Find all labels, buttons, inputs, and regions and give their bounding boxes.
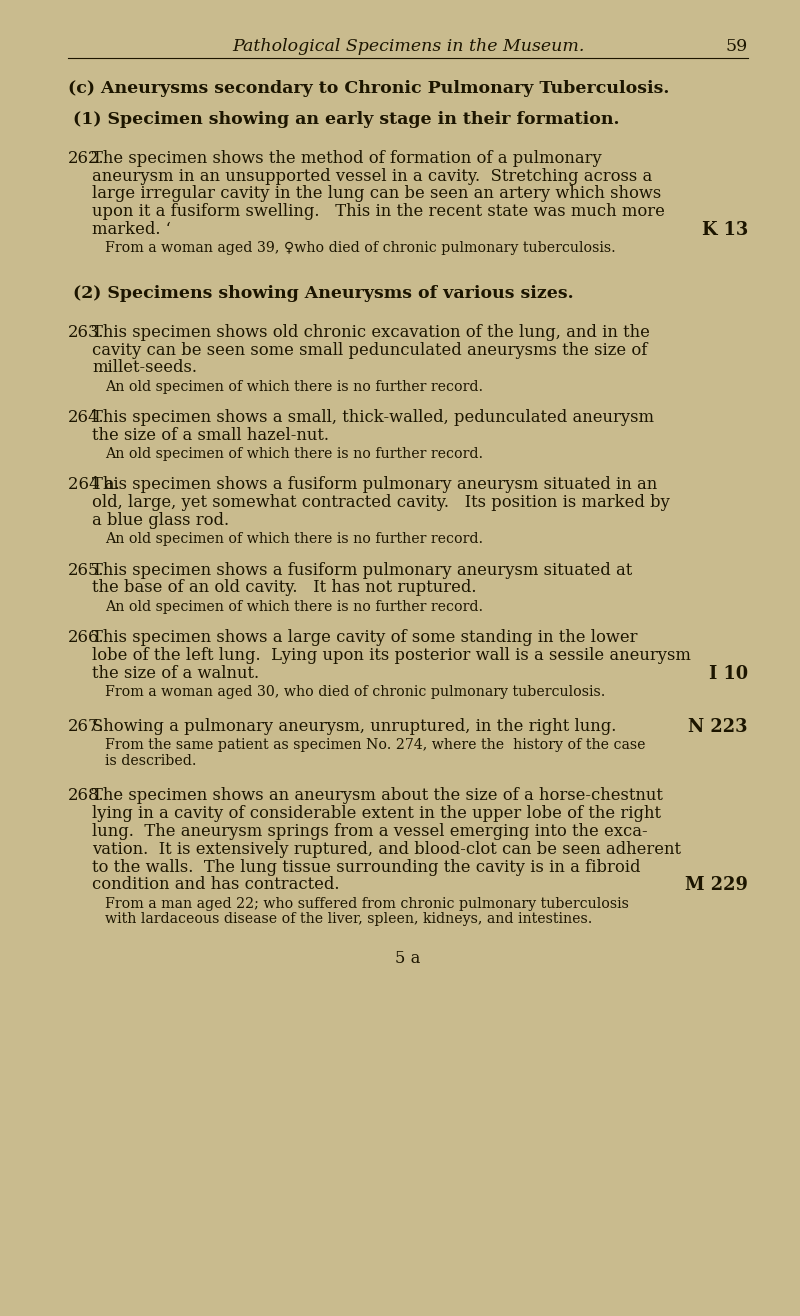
Text: (c) Aneurysms secondary to Chronic Pulmonary Tuberculosis.: (c) Aneurysms secondary to Chronic Pulmo… xyxy=(68,79,670,96)
Text: vation.  It is extensively ruptured, and blood-clot can be seen adherent: vation. It is extensively ruptured, and … xyxy=(92,841,681,858)
Text: 59: 59 xyxy=(726,38,748,55)
Text: marked. ‘: marked. ‘ xyxy=(92,221,171,238)
Text: An old specimen of which there is no further record.: An old specimen of which there is no fur… xyxy=(105,532,483,546)
Text: An old specimen of which there is no further record.: An old specimen of which there is no fur… xyxy=(105,600,483,613)
Text: large irregular cavity in the lung can be seen an artery which shows: large irregular cavity in the lung can b… xyxy=(92,186,662,203)
Text: From the same patient as specimen No. 274, where the  history of the case: From the same patient as specimen No. 27… xyxy=(105,738,646,753)
Text: The specimen shows the method of formation of a pulmonary: The specimen shows the method of formati… xyxy=(92,150,602,167)
Text: M 229: M 229 xyxy=(685,876,748,895)
Text: 5 a: 5 a xyxy=(395,950,421,966)
Text: the size of a small hazel-nut.: the size of a small hazel-nut. xyxy=(92,426,329,443)
Text: K 13: K 13 xyxy=(702,221,748,240)
Text: Showing a pulmonary aneurysm, unruptured, in the right lung.: Showing a pulmonary aneurysm, unruptured… xyxy=(92,719,616,736)
Text: to the walls.  The lung tissue surrounding the cavity is in a fibroid: to the walls. The lung tissue surroundin… xyxy=(92,858,641,875)
Text: This specimen shows old chronic excavation of the lung, and in the: This specimen shows old chronic excavati… xyxy=(92,324,650,341)
Text: 263.: 263. xyxy=(68,324,105,341)
Text: the base of an old cavity.   It has not ruptured.: the base of an old cavity. It has not ru… xyxy=(92,579,477,596)
Text: 268.: 268. xyxy=(68,787,105,804)
Text: (2) Specimens showing Aneurysms of various sizes.: (2) Specimens showing Aneurysms of vario… xyxy=(73,284,574,301)
Text: cavity can be seen some small pedunculated aneurysms the size of: cavity can be seen some small pedunculat… xyxy=(92,342,647,359)
Text: An old specimen of which there is no further record.: An old specimen of which there is no fur… xyxy=(105,379,483,393)
Text: This specimen shows a fusiform pulmonary aneurysm situated at: This specimen shows a fusiform pulmonary… xyxy=(92,562,632,579)
Text: From a woman aged 30, who died of chronic pulmonary tuberculosis.: From a woman aged 30, who died of chroni… xyxy=(105,684,606,699)
Text: the size of a walnut.: the size of a walnut. xyxy=(92,665,259,682)
Text: aneurysm in an unsupported vessel in a cavity.  Stretching across a: aneurysm in an unsupported vessel in a c… xyxy=(92,167,652,184)
Text: The specimen shows an aneurysm about the size of a horse-chestnut: The specimen shows an aneurysm about the… xyxy=(92,787,663,804)
Text: 266.: 266. xyxy=(68,629,105,646)
Text: lying in a cavity of considerable extent in the upper lobe of the right: lying in a cavity of considerable extent… xyxy=(92,805,661,822)
Text: a blue glass rod.: a blue glass rod. xyxy=(92,512,229,529)
Text: An old specimen of which there is no further record.: An old specimen of which there is no fur… xyxy=(105,447,483,461)
Text: 264.: 264. xyxy=(68,409,105,426)
Text: millet-seeds.: millet-seeds. xyxy=(92,359,197,376)
Text: condition and has contracted.: condition and has contracted. xyxy=(92,876,339,894)
Text: 267.: 267. xyxy=(68,719,105,736)
Text: From a man aged 22; who suffered from chronic pulmonary tuberculosis: From a man aged 22; who suffered from ch… xyxy=(105,896,629,911)
Text: 264 a.: 264 a. xyxy=(68,476,120,494)
Text: This specimen shows a small, thick-walled, pedunculated aneurysm: This specimen shows a small, thick-walle… xyxy=(92,409,654,426)
Text: This specimen shows a fusiform pulmonary aneurysm situated in an: This specimen shows a fusiform pulmonary… xyxy=(92,476,658,494)
Text: upon it a fusiform swelling.   This in the recent state was much more: upon it a fusiform swelling. This in the… xyxy=(92,203,665,220)
Text: with lardaceous disease of the liver, spleen, kidneys, and intestines.: with lardaceous disease of the liver, sp… xyxy=(105,912,592,926)
Text: Pathological Specimens in the Museum.: Pathological Specimens in the Museum. xyxy=(232,38,584,55)
Text: N 223: N 223 xyxy=(689,719,748,737)
Text: old, large, yet somewhat contracted cavity.   Its position is marked by: old, large, yet somewhat contracted cavi… xyxy=(92,495,670,512)
Text: 262.: 262. xyxy=(68,150,105,167)
Text: is described.: is described. xyxy=(105,754,197,769)
Text: This specimen shows a large cavity of some standing in the lower: This specimen shows a large cavity of so… xyxy=(92,629,638,646)
Text: (1) Specimen showing an early stage in their formation.: (1) Specimen showing an early stage in t… xyxy=(73,111,619,128)
Text: lobe of the left lung.  Lying upon its posterior wall is a sessile aneurysm: lobe of the left lung. Lying upon its po… xyxy=(92,647,691,665)
Text: 265.: 265. xyxy=(68,562,105,579)
Text: From a woman aged 39, ♀who died of chronic pulmonary tuberculosis.: From a woman aged 39, ♀who died of chron… xyxy=(105,241,616,255)
Text: lung.  The aneurysm springs from a vessel emerging into the exca-: lung. The aneurysm springs from a vessel… xyxy=(92,822,648,840)
Text: I 10: I 10 xyxy=(709,665,748,683)
